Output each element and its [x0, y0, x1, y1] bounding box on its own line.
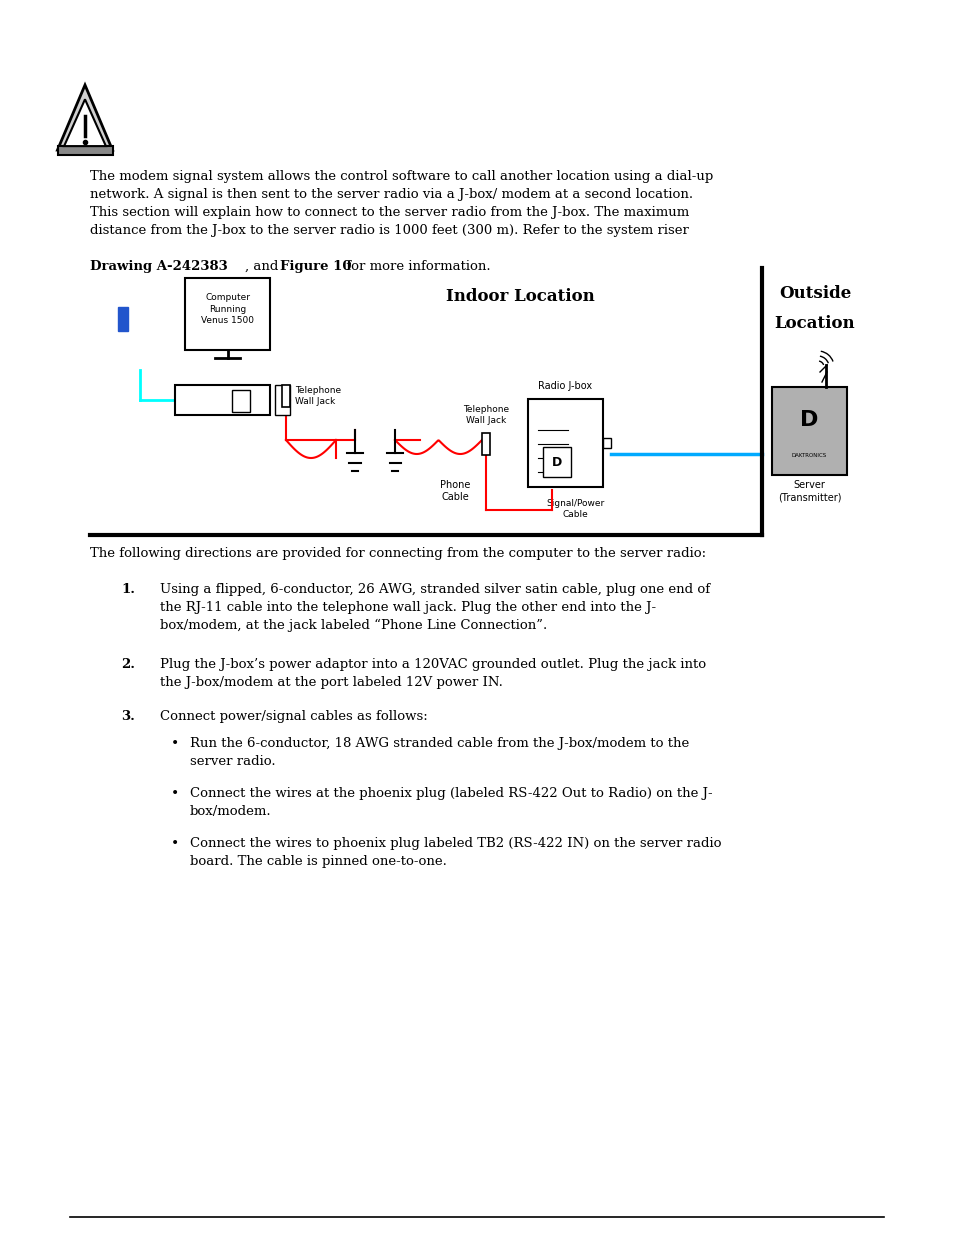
Text: Connect power/signal cables as follows:: Connect power/signal cables as follows: — [160, 710, 427, 722]
Text: 3.: 3. — [121, 710, 135, 722]
Polygon shape — [57, 85, 112, 149]
Text: for more information.: for more information. — [341, 261, 490, 273]
Bar — [527, 399, 602, 487]
Text: Server
(Transmitter): Server (Transmitter) — [777, 480, 841, 503]
Text: The modem signal system allows the control software to call another location usi: The modem signal system allows the contr… — [90, 170, 713, 254]
Text: Plug the J-box’s power adaptor into a 120VAC grounded outlet. Plug the jack into: Plug the J-box’s power adaptor into a 12… — [160, 658, 705, 689]
Text: DAKTRONICS: DAKTRONICS — [791, 453, 826, 458]
Text: Outside: Outside — [778, 285, 850, 303]
Polygon shape — [64, 99, 106, 146]
Bar — [57, 146, 112, 156]
Bar — [174, 385, 270, 415]
Bar — [481, 433, 490, 454]
Text: •: • — [171, 737, 179, 751]
Text: 1.: 1. — [121, 583, 135, 597]
Bar — [542, 447, 571, 477]
Bar — [771, 387, 846, 475]
Text: Signal/Power
Cable: Signal/Power Cable — [546, 499, 604, 519]
Text: Run the 6-conductor, 18 AWG stranded cable from the J-box/modem to the
server ra: Run the 6-conductor, 18 AWG stranded cab… — [190, 737, 688, 768]
Text: •: • — [171, 787, 179, 802]
Text: D: D — [551, 456, 561, 468]
Text: The following directions are provided for connecting from the computer to the se: The following directions are provided fo… — [90, 547, 705, 559]
Bar — [274, 385, 290, 415]
Bar — [118, 308, 128, 331]
Text: 2.: 2. — [121, 658, 135, 671]
Bar — [185, 278, 270, 350]
Text: Phone
Cable: Phone Cable — [439, 480, 470, 503]
Bar — [602, 438, 610, 448]
Text: Drawing A-242383: Drawing A-242383 — [90, 261, 228, 273]
Text: Figure 10: Figure 10 — [280, 261, 351, 273]
Text: , and: , and — [245, 261, 282, 273]
Text: Connect the wires at the phoenix plug (labeled RS-422 Out to Radio) on the J-
bo: Connect the wires at the phoenix plug (l… — [190, 787, 712, 818]
Text: Using a flipped, 6-conductor, 26 AWG, stranded silver satin cable, plug one end : Using a flipped, 6-conductor, 26 AWG, st… — [160, 583, 709, 632]
Bar — [282, 385, 290, 408]
Text: D: D — [800, 410, 818, 431]
Text: Radio J-box: Radio J-box — [537, 382, 592, 391]
Text: Location: Location — [774, 315, 855, 332]
Text: Connect the wires to phoenix plug labeled TB2 (RS-422 IN) on the server radio
bo: Connect the wires to phoenix plug labele… — [190, 837, 720, 868]
Text: Telephone
Wall Jack: Telephone Wall Jack — [294, 387, 341, 406]
Text: •: • — [171, 837, 179, 851]
Bar — [232, 390, 250, 412]
Text: Indoor Location: Indoor Location — [445, 288, 594, 305]
Text: Computer
Running
Venus 1500: Computer Running Venus 1500 — [201, 293, 253, 325]
Text: Telephone
Wall Jack: Telephone Wall Jack — [462, 405, 509, 425]
